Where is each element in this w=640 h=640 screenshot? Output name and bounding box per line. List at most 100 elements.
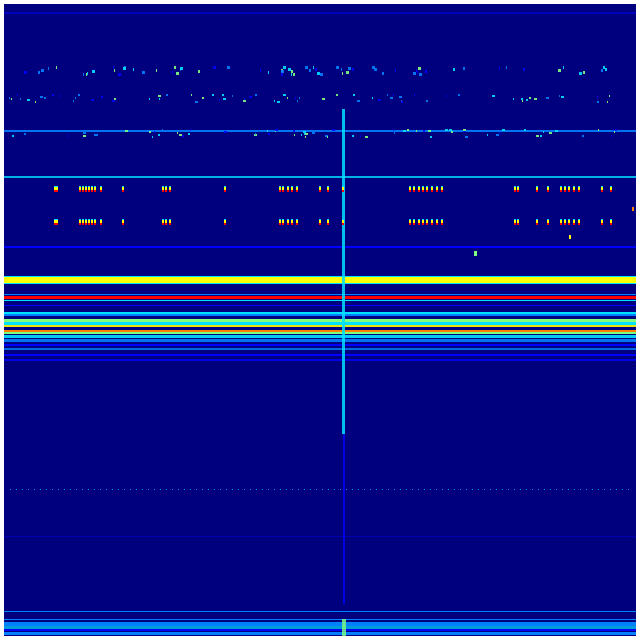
tick-mark [291,187,293,190]
tick-mark [296,223,298,225]
dot [124,489,125,490]
dot [616,489,617,490]
tick-mark [82,219,84,220]
dot [88,489,89,490]
tick-mark [279,190,281,192]
speckle [212,94,214,96]
tick-mark [82,220,84,223]
tick-mark [413,223,415,225]
speckle [297,100,298,102]
speckle [342,72,343,75]
speckle [426,100,428,102]
speckle [95,134,98,136]
band-19 [4,339,636,342]
speckle [83,132,86,134]
tick-mark [568,186,570,187]
tick-mark [413,190,415,192]
tick-mark [82,187,84,190]
speckle [281,73,283,76]
speckle [403,130,406,132]
dot [436,489,437,490]
tick-mark [573,220,575,223]
speckle [357,100,360,102]
tick-mark [568,220,570,223]
speckle [607,101,608,103]
speckle [465,136,468,138]
dot [478,489,479,490]
tick-mark [88,187,90,190]
speckle [277,101,280,103]
band-9 [4,300,636,301]
tick-mark [517,187,519,190]
speckle [202,97,204,99]
speckle [322,98,325,100]
tick-mark [441,190,443,192]
dot [64,489,65,490]
tick-mark [418,219,420,220]
tick-mark [514,220,516,223]
tick-mark [426,219,428,220]
tick-mark [564,223,566,225]
dot [586,489,587,490]
dot [550,489,551,490]
tick-mark [436,190,438,192]
tick-mark [327,190,329,192]
speckle [417,71,418,74]
tick-mark [418,187,420,190]
tick-mark [79,220,81,223]
speckle [20,98,21,100]
tick-mark [100,220,102,223]
tick-mark [56,223,58,225]
tick-mark [514,187,516,190]
speckle [325,135,328,137]
tick-mark [436,187,438,190]
speckle [341,68,342,71]
speckle [521,98,523,100]
tick-mark [122,190,124,192]
dot [346,489,347,490]
speckle [487,134,488,136]
tick-mark [287,187,289,190]
tick-mark [165,219,167,220]
tick-mark [422,219,424,220]
tick-mark [547,186,549,187]
dot [358,489,359,490]
tick-mark [100,186,102,187]
tick-mark [122,219,124,220]
tick-mark [100,223,102,225]
tick-mark [578,223,580,225]
tick-mark [282,220,284,223]
speckle [114,69,115,72]
speckle [393,129,394,131]
tick-mark [441,186,443,187]
tick-mark [319,190,321,192]
dot [94,489,95,490]
speckle [195,101,198,103]
speckle [142,71,145,74]
tick-mark [342,223,344,225]
tick-mark [54,219,56,220]
tick-mark [536,187,538,190]
speckle [227,66,230,69]
dot [130,489,131,490]
tick-mark [514,219,516,220]
dot [466,489,467,490]
speckle [154,131,155,133]
tick-mark [536,220,538,223]
tick-mark [279,220,281,223]
dot [286,489,287,490]
speckle [418,67,421,70]
tick-mark [162,219,164,220]
dot [136,489,137,490]
dot [394,489,395,490]
speckle [125,130,128,132]
tick-mark [54,223,56,225]
speckle [453,68,455,71]
speckle [40,96,43,98]
dot [424,489,425,490]
tick-mark [409,187,411,190]
speckle [288,68,291,71]
speckle [597,101,599,103]
speckle [17,94,18,96]
speckle [59,95,60,97]
